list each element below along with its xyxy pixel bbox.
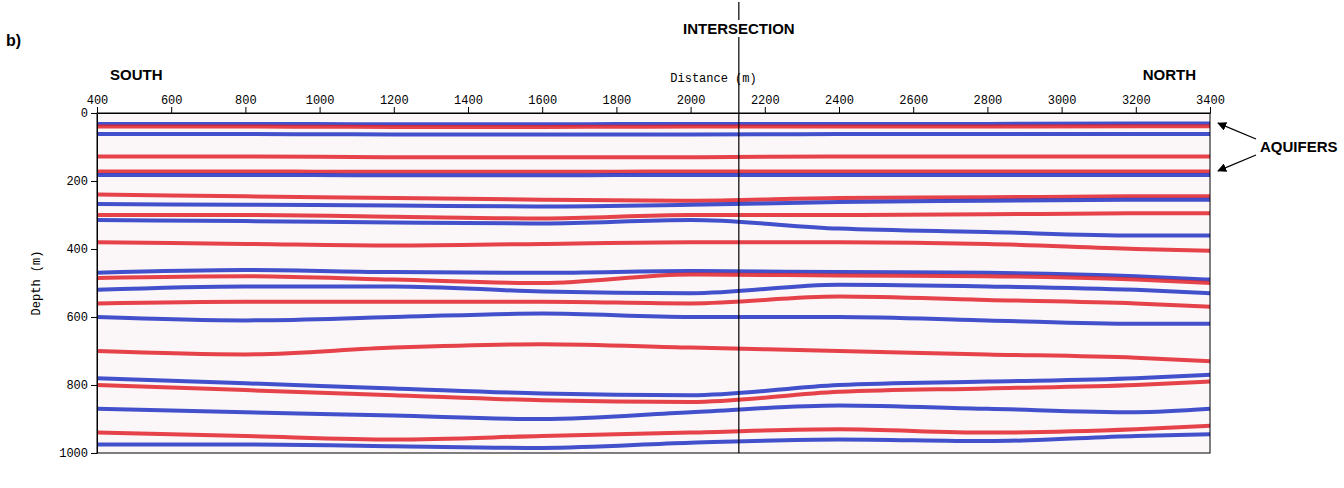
reflector (97, 155, 1210, 160)
y-axis: 0 200 400 600 800 1000 (59, 107, 97, 461)
x-tick-label: 2200 (751, 94, 780, 108)
x-tick-label: 3000 (1048, 94, 1077, 108)
x-tick-label: 1400 (454, 94, 483, 108)
x-tick-label: 600 (161, 94, 183, 108)
x-tick: 1200 (380, 94, 409, 113)
x-tick-label: 1600 (528, 94, 557, 108)
x-tick: 1000 (306, 94, 335, 113)
y-tick: 200 (66, 175, 97, 189)
x-tick: 3400 (1196, 94, 1225, 113)
annotation-arrow (1218, 155, 1256, 171)
y-tick: 0 (81, 107, 97, 121)
x-tick-label: 2000 (677, 94, 706, 108)
y-tick: 800 (66, 379, 97, 393)
reflector (97, 122, 1210, 127)
x-axis-title: Distance (m) (670, 72, 756, 86)
x-tick-label: 400 (87, 94, 109, 108)
reflector (97, 297, 1210, 307)
y-tick-mark (91, 181, 97, 182)
reflector (97, 426, 1210, 440)
direction-label: SOUTH (110, 66, 163, 83)
y-tick-label: 800 (66, 379, 88, 393)
y-tick-mark (91, 317, 97, 318)
y-tick-mark (91, 385, 97, 386)
x-tick: 600 (161, 94, 183, 113)
reflectors (97, 124, 1210, 448)
annotation-arrow (1218, 123, 1256, 139)
reflector (97, 382, 1210, 402)
reflector (97, 275, 1210, 284)
y-tick-label: 1000 (59, 447, 88, 461)
x-tick-label: 1000 (306, 94, 335, 108)
x-tick: 2800 (973, 94, 1002, 113)
reflector (97, 200, 1210, 207)
reflector (97, 242, 1210, 251)
reflector (97, 434, 1210, 448)
direction-label: NORTH (1143, 66, 1196, 83)
x-tick: 400 (87, 94, 109, 113)
x-tick: 2600 (899, 94, 928, 113)
plot-background (97, 113, 1210, 453)
panel-label: b) (6, 32, 21, 49)
label-patch (682, 20, 796, 37)
y-tick-mark (91, 453, 97, 454)
reflector (97, 124, 1210, 129)
x-tick-label: 2400 (825, 94, 854, 108)
annotation-label: AQUIFERS (1260, 138, 1338, 155)
x-tick: 2400 (825, 94, 854, 113)
x-tick: 2200 (751, 94, 780, 113)
intersection-label: INTERSECTION (683, 20, 795, 37)
x-tick-label: 2600 (899, 94, 928, 108)
x-axis-line (98, 113, 1211, 114)
reflector (97, 405, 1210, 419)
y-tick-label: 400 (66, 243, 88, 257)
x-axis: 400 600 800 1000 1200 1400 1600 1800 2000 2200 240… (87, 94, 1225, 114)
reflector (97, 132, 1210, 136)
y-tick: 600 (66, 311, 97, 325)
y-tick: 1000 (59, 447, 97, 461)
reflector (97, 285, 1210, 294)
y-tick-label: 200 (66, 175, 88, 189)
chart: 4006008001000120014001600180020002200240… (0, 0, 1344, 488)
reflector (97, 314, 1210, 324)
intersection-line (738, 2, 739, 453)
x-tick: 1600 (528, 94, 557, 113)
x-tick: 1400 (454, 94, 483, 113)
x-tick-label: 1800 (602, 94, 631, 108)
x-tick-label: 800 (235, 94, 257, 108)
x-tick-label: 3200 (1122, 94, 1151, 108)
y-axis-line (97, 114, 98, 454)
reflector (97, 213, 1210, 218)
y-tick-label: 600 (66, 311, 88, 325)
plot-frame (97, 113, 1210, 453)
y-tick-mark (91, 113, 97, 114)
x-tick-label: 2800 (973, 94, 1002, 108)
reflector (97, 220, 1210, 235)
x-tick-label: 3400 (1196, 94, 1225, 108)
reflector (97, 173, 1210, 177)
x-tick: 3000 (1048, 94, 1077, 113)
y-axis-title: Depth (m) (30, 251, 44, 316)
y-tick-label: 0 (81, 107, 88, 121)
x-tick: 800 (235, 94, 257, 113)
x-tick: 2000 (677, 94, 706, 113)
x-tick: 3200 (1122, 94, 1151, 113)
y-tick: 400 (66, 243, 97, 257)
y-tick-mark (91, 249, 97, 250)
reflector (97, 344, 1210, 361)
x-tick: 1800 (602, 94, 631, 113)
x-tick-label: 1200 (380, 94, 409, 108)
